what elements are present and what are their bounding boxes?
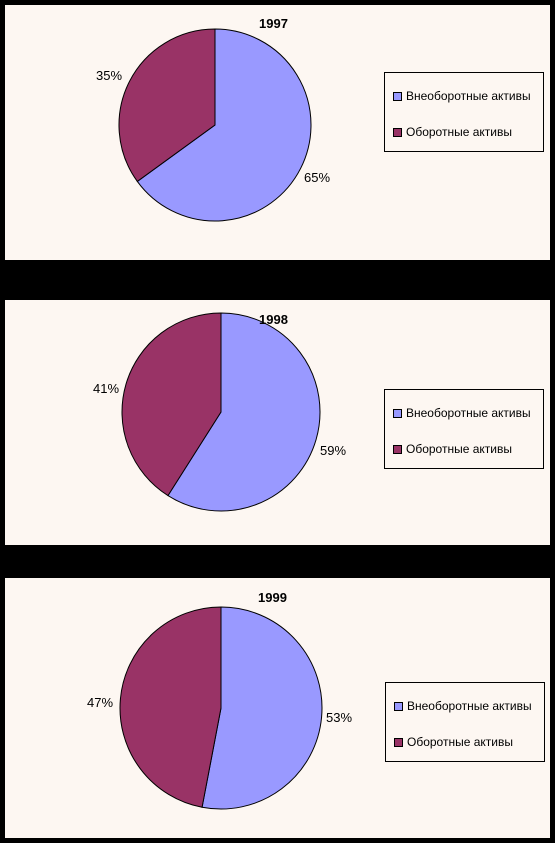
legend-label: Внеоборотные активы — [406, 89, 531, 103]
pie-slice-current — [118, 28, 216, 183]
data-label-current: 47% — [87, 695, 114, 710]
data-label-noncurrent: 53% — [326, 710, 353, 725]
pie-slice-noncurrent — [136, 28, 312, 222]
legend-swatch-current — [393, 127, 402, 137]
legend: Внеоборотные активы Оборотные активы — [384, 389, 544, 469]
data-label-current: 35% — [96, 68, 123, 83]
chart-title: 1997 — [259, 16, 288, 31]
legend: Внеоборотные активы Оборотные активы — [384, 72, 544, 152]
pie-slice-current — [121, 312, 222, 497]
pie-slice-noncurrent — [167, 312, 321, 512]
legend-label: Оборотные активы — [406, 442, 512, 456]
data-label-noncurrent: 65% — [304, 170, 331, 185]
legend-swatch-noncurrent — [394, 701, 403, 711]
chart-panel-1998: 1998 59% 41% Внеоборотные активы Оборотн… — [5, 300, 550, 545]
legend-label: Внеоборотные активы — [406, 406, 531, 420]
legend-item-noncurrent: Внеоборотные активы — [394, 699, 532, 713]
legend-swatch-noncurrent — [393, 91, 402, 101]
legend-swatch-current — [394, 737, 403, 747]
pie-slice-current — [119, 606, 222, 808]
pie-chart — [119, 606, 323, 810]
legend-item-current: Оборотные активы — [393, 125, 512, 139]
pie-chart — [121, 312, 321, 512]
chart-panel-1999: 1999 53% 47% Внеоборотные активы Оборотн… — [5, 578, 550, 838]
legend-item-noncurrent: Внеоборотные активы — [393, 89, 531, 103]
legend-label: Оборотные активы — [406, 125, 512, 139]
legend-item-current: Оборотные активы — [394, 735, 513, 749]
legend-label: Внеоборотные активы — [407, 699, 532, 713]
legend: Внеоборотные активы Оборотные активы — [385, 682, 545, 762]
legend-swatch-noncurrent — [393, 408, 402, 418]
chart-title: 1998 — [259, 312, 288, 327]
data-label-noncurrent: 59% — [320, 443, 347, 458]
legend-swatch-current — [393, 444, 402, 454]
pie-slice-noncurrent — [201, 606, 323, 810]
legend-label: Оборотные активы — [407, 735, 513, 749]
legend-item-noncurrent: Внеоборотные активы — [393, 406, 531, 420]
legend-item-current: Оборотные активы — [393, 442, 512, 456]
pie-chart — [118, 28, 312, 222]
chart-title: 1999 — [258, 590, 287, 605]
chart-panel-1997: 1997 65% 35% Внеоборотные активы Оборотн… — [5, 5, 550, 260]
data-label-current: 41% — [93, 381, 120, 396]
